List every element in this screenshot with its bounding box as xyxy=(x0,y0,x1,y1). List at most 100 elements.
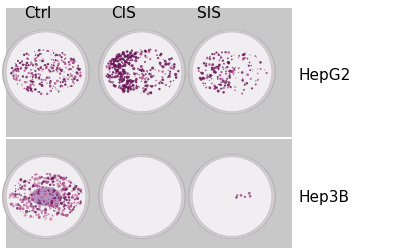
Ellipse shape xyxy=(72,82,74,83)
Ellipse shape xyxy=(71,58,72,59)
Ellipse shape xyxy=(212,63,214,66)
Ellipse shape xyxy=(43,200,45,202)
Ellipse shape xyxy=(145,73,147,75)
Ellipse shape xyxy=(109,78,111,80)
Text: CIS: CIS xyxy=(112,6,136,21)
Ellipse shape xyxy=(116,76,118,77)
Ellipse shape xyxy=(57,183,59,185)
Ellipse shape xyxy=(170,67,172,69)
Ellipse shape xyxy=(164,60,166,62)
Ellipse shape xyxy=(72,59,74,61)
Ellipse shape xyxy=(68,61,70,63)
Ellipse shape xyxy=(121,61,123,63)
Ellipse shape xyxy=(192,32,272,112)
Ellipse shape xyxy=(15,191,16,193)
Ellipse shape xyxy=(159,54,162,56)
Ellipse shape xyxy=(26,215,28,216)
Ellipse shape xyxy=(54,210,55,212)
Ellipse shape xyxy=(23,204,25,206)
Ellipse shape xyxy=(134,76,136,77)
Ellipse shape xyxy=(54,66,55,67)
Ellipse shape xyxy=(41,203,42,205)
Ellipse shape xyxy=(251,78,252,79)
Ellipse shape xyxy=(27,75,28,76)
Ellipse shape xyxy=(64,196,67,198)
Ellipse shape xyxy=(207,76,209,78)
Ellipse shape xyxy=(39,200,41,202)
Ellipse shape xyxy=(144,50,147,53)
Ellipse shape xyxy=(244,57,246,59)
Ellipse shape xyxy=(73,206,75,208)
Ellipse shape xyxy=(39,186,40,187)
Ellipse shape xyxy=(224,84,226,87)
Ellipse shape xyxy=(11,68,12,69)
Ellipse shape xyxy=(122,88,125,91)
Ellipse shape xyxy=(255,80,256,82)
Ellipse shape xyxy=(220,57,221,59)
Ellipse shape xyxy=(80,188,82,191)
Ellipse shape xyxy=(211,53,213,55)
Ellipse shape xyxy=(208,86,211,89)
Ellipse shape xyxy=(50,177,53,180)
Ellipse shape xyxy=(137,68,139,70)
Ellipse shape xyxy=(135,51,137,52)
Ellipse shape xyxy=(119,54,122,57)
Ellipse shape xyxy=(70,209,73,212)
Ellipse shape xyxy=(58,194,60,195)
Ellipse shape xyxy=(46,200,47,202)
Ellipse shape xyxy=(49,85,51,87)
Ellipse shape xyxy=(56,54,58,56)
Ellipse shape xyxy=(102,32,182,112)
Ellipse shape xyxy=(127,54,128,56)
Ellipse shape xyxy=(64,58,65,60)
Ellipse shape xyxy=(132,67,135,70)
Ellipse shape xyxy=(55,59,57,61)
Ellipse shape xyxy=(240,194,242,197)
Ellipse shape xyxy=(72,194,74,196)
Ellipse shape xyxy=(206,74,208,76)
Ellipse shape xyxy=(34,174,36,176)
Ellipse shape xyxy=(129,65,130,66)
Ellipse shape xyxy=(44,190,46,192)
Ellipse shape xyxy=(118,63,121,66)
Ellipse shape xyxy=(57,211,60,214)
Ellipse shape xyxy=(127,90,130,93)
Ellipse shape xyxy=(205,64,207,67)
Ellipse shape xyxy=(48,178,50,180)
Ellipse shape xyxy=(233,74,234,75)
Ellipse shape xyxy=(38,68,39,70)
Ellipse shape xyxy=(46,50,48,52)
Ellipse shape xyxy=(49,70,52,73)
Ellipse shape xyxy=(45,191,46,192)
Ellipse shape xyxy=(117,63,120,66)
Ellipse shape xyxy=(135,86,138,89)
Ellipse shape xyxy=(60,86,62,88)
Ellipse shape xyxy=(129,79,131,81)
Ellipse shape xyxy=(163,83,164,84)
Ellipse shape xyxy=(24,67,27,70)
Ellipse shape xyxy=(21,85,22,86)
Ellipse shape xyxy=(34,58,36,60)
Ellipse shape xyxy=(62,69,63,70)
Ellipse shape xyxy=(141,77,144,80)
Ellipse shape xyxy=(64,63,66,65)
Ellipse shape xyxy=(58,175,60,177)
Ellipse shape xyxy=(15,77,18,79)
Ellipse shape xyxy=(58,68,59,70)
Ellipse shape xyxy=(165,61,167,64)
Ellipse shape xyxy=(257,79,259,80)
Text: SIS: SIS xyxy=(197,6,221,21)
Ellipse shape xyxy=(242,58,245,60)
Ellipse shape xyxy=(64,182,65,183)
Ellipse shape xyxy=(69,208,70,210)
Ellipse shape xyxy=(63,187,65,190)
Ellipse shape xyxy=(259,61,262,64)
Ellipse shape xyxy=(59,204,60,205)
Ellipse shape xyxy=(22,186,23,187)
Ellipse shape xyxy=(62,213,64,214)
Ellipse shape xyxy=(114,72,118,75)
Ellipse shape xyxy=(76,72,78,73)
Ellipse shape xyxy=(42,79,44,81)
Ellipse shape xyxy=(58,54,61,57)
Ellipse shape xyxy=(122,63,124,64)
